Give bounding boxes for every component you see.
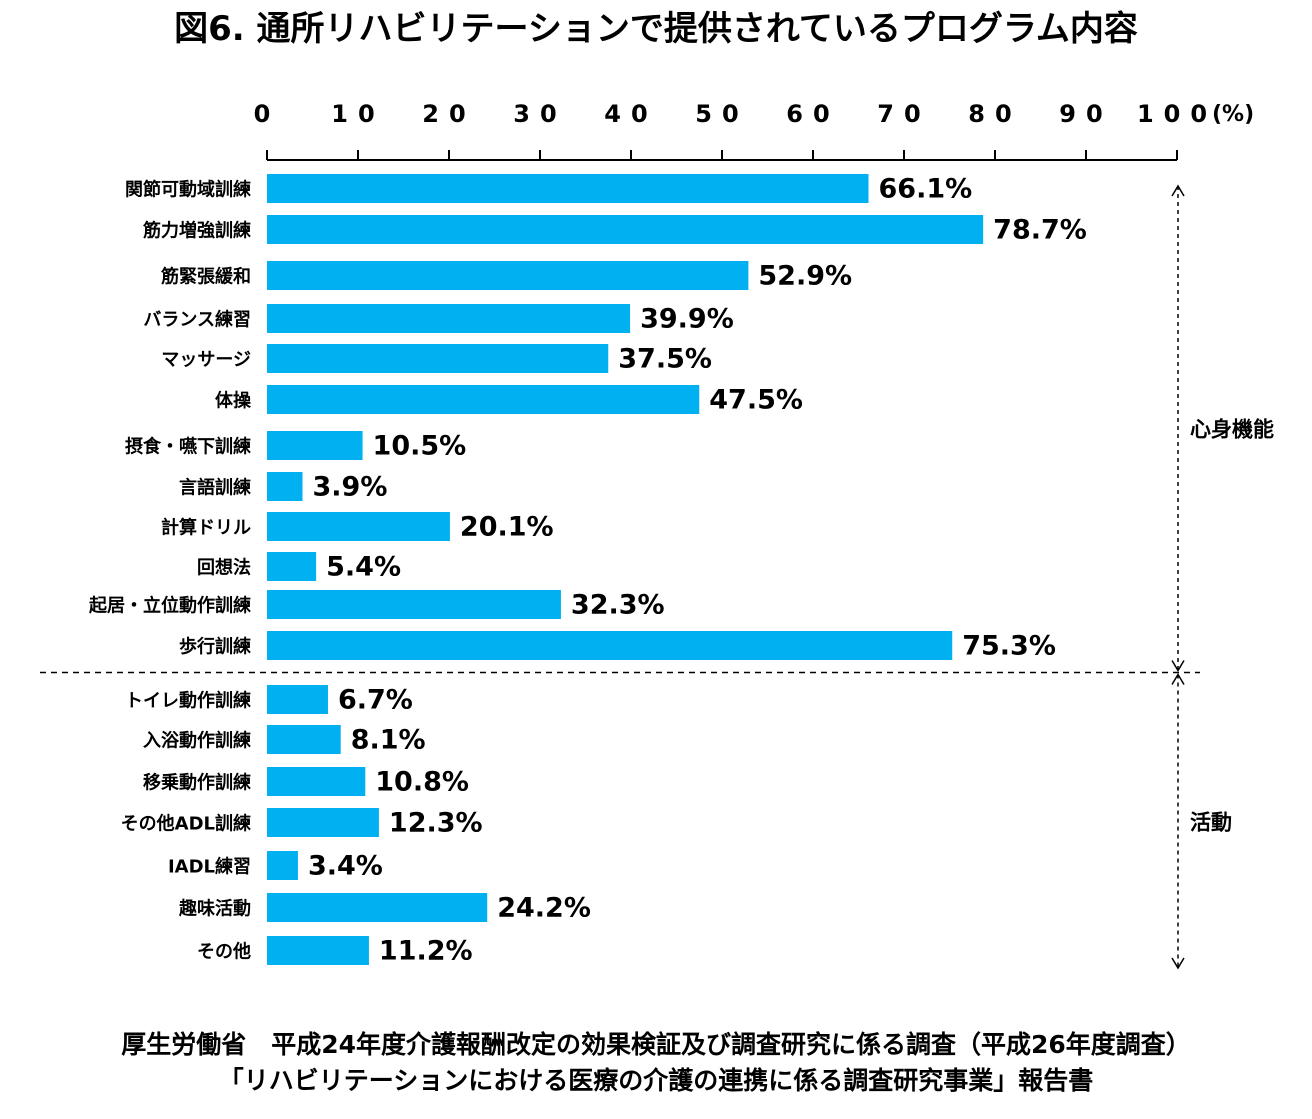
value-label: 10.5% [373, 431, 467, 462]
category-label: トイレ動作訓練 [125, 690, 251, 712]
category-label: マッサージ [161, 350, 251, 371]
x-tick-label: 90 [1059, 100, 1112, 128]
value-label: 20.1% [460, 512, 554, 543]
category-label: 起居・立位動作訓練 [88, 595, 251, 617]
value-label: 78.7% [993, 215, 1087, 246]
x-unit-label: (%) [1212, 102, 1254, 127]
bracket-arrow-down-icon [1171, 660, 1185, 672]
category-label: 筋緊張緩和 [161, 266, 251, 288]
bar [267, 631, 953, 660]
bar [267, 552, 317, 581]
bar [267, 767, 366, 796]
bar [267, 385, 700, 414]
x-tick-label: 10 [331, 100, 384, 128]
bar [267, 174, 869, 203]
category-label: 摂食・嚥下訓練 [125, 436, 251, 458]
value-label: 10.8% [375, 767, 469, 798]
source-line-1: 厚生労働省 平成24年度介護報酬改定の効果検証及び調査研究に係る調査（平成26年… [121, 1030, 1191, 1059]
category-label: 回想法 [197, 557, 251, 579]
bar [267, 431, 363, 460]
bracket-arrow-up-icon [1171, 184, 1185, 197]
bar [267, 893, 488, 922]
bar [267, 472, 303, 501]
category-label: IADL練習 [168, 856, 251, 878]
category-label: その他 [197, 941, 251, 963]
x-tick-label: 60 [786, 100, 839, 128]
bar [267, 261, 749, 290]
bar [267, 590, 561, 619]
x-tick-label: 0 [254, 100, 281, 128]
x-tick-label: 30 [513, 100, 566, 128]
bar [267, 344, 609, 373]
source-line-2: 「リハビリテーションにおける医療の介護の連携に係る調査研究事業」報告書 [218, 1066, 1094, 1095]
value-label: 5.4% [326, 552, 401, 583]
bracket-arrow-down-icon [1171, 957, 1185, 970]
value-label: 47.5% [709, 385, 803, 416]
category-label: 言語訓練 [179, 477, 251, 499]
chart-title: 図6. 通所リハビリテーションで提供されているプログラム内容 [174, 9, 1138, 49]
value-label: 66.1% [879, 174, 973, 205]
bar [267, 685, 328, 714]
bar [267, 512, 450, 541]
x-tick-label: 20 [422, 100, 475, 128]
category-label: 趣味活動 [178, 898, 251, 920]
value-label: 3.9% [312, 472, 387, 503]
x-tick-label: 50 [695, 100, 748, 128]
bracket-arrow-up-icon [1171, 673, 1185, 685]
bar [267, 304, 631, 333]
value-label: 6.7% [338, 685, 413, 716]
category-label: 筋力増強訓練 [143, 220, 251, 242]
bar [267, 851, 298, 880]
value-label: 32.3% [571, 590, 665, 621]
value-label: 37.5% [618, 344, 712, 375]
value-label: 3.4% [308, 851, 383, 882]
x-tick-label: 80 [968, 100, 1021, 128]
value-label: 52.9% [758, 261, 852, 292]
value-label: 11.2% [379, 936, 473, 967]
x-tick-label: 40 [604, 100, 657, 128]
bar [267, 936, 369, 965]
bar [267, 215, 984, 244]
category-label: 歩行訓練 [179, 636, 251, 658]
value-label: 75.3% [962, 631, 1056, 662]
bar [267, 808, 379, 837]
group-label: 活動 [1190, 810, 1232, 834]
value-label: 39.9% [640, 304, 734, 335]
x-tick-label: 70 [877, 100, 930, 128]
bar [267, 725, 341, 754]
value-label: 24.2% [497, 893, 591, 924]
group-label: 心身機能 [1190, 417, 1274, 441]
category-label: その他ADL訓練 [121, 813, 251, 835]
category-label: バランス練習 [143, 309, 251, 331]
category-label: 体操 [215, 390, 252, 412]
category-label: 移乗動作訓練 [143, 772, 251, 794]
category-label: 関節可動域訓練 [125, 179, 251, 201]
value-label: 8.1% [351, 725, 426, 756]
category-label: 計算ドリル [161, 517, 251, 539]
category-label: 入浴動作訓練 [143, 730, 251, 752]
x-tick-label: 100 [1137, 100, 1217, 128]
value-label: 12.3% [389, 808, 483, 839]
